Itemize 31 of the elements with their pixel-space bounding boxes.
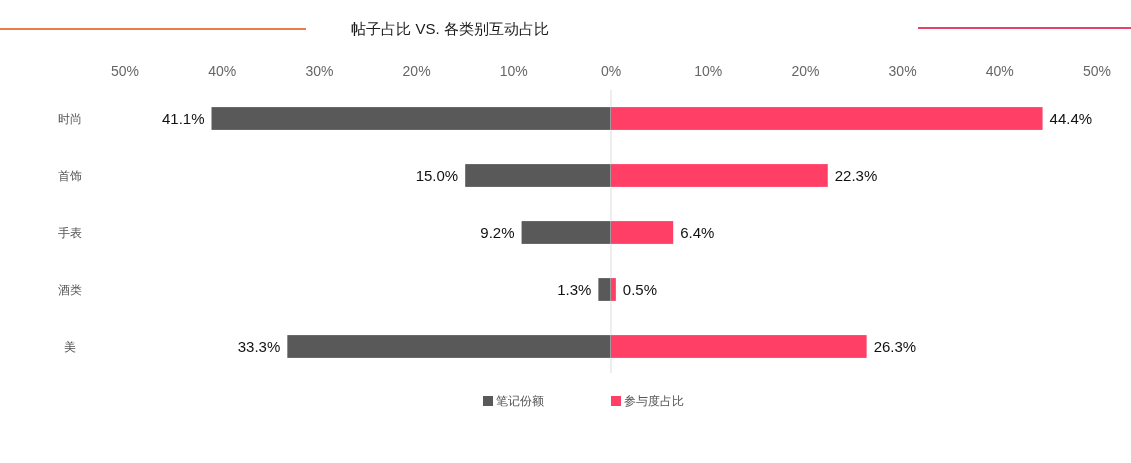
x-tick-label: 30% bbox=[305, 63, 334, 79]
data-label: 22.3% bbox=[834, 167, 878, 184]
y-tick-label: 首饰 bbox=[58, 168, 82, 183]
legend-label: 笔记份额 bbox=[496, 394, 544, 408]
x-tick-label: 30% bbox=[888, 63, 917, 79]
data-label: 15.0% bbox=[415, 167, 459, 184]
x-tick-label: 50% bbox=[1082, 63, 1112, 79]
x-tick-label: 40% bbox=[985, 63, 1014, 79]
data-label: 33.3% bbox=[237, 338, 281, 355]
data-label: 41.1% bbox=[161, 110, 205, 127]
data-label: 44.4% bbox=[1049, 110, 1093, 127]
legend-item: 笔记份额 bbox=[483, 394, 544, 408]
data-label: 6.4% bbox=[680, 224, 715, 241]
x-tick-label: 10% bbox=[499, 63, 528, 79]
data-label: 0.5% bbox=[622, 281, 658, 298]
legend-item: 参与度占比 bbox=[611, 394, 684, 408]
x-tick-label: 20% bbox=[791, 63, 820, 79]
x-tick-label: 0% bbox=[600, 63, 622, 79]
y-tick-label: 手表 bbox=[58, 225, 82, 240]
x-tick-label: 20% bbox=[402, 63, 431, 79]
y-tick-label: 时尚 bbox=[58, 111, 82, 126]
x-tick-label: 50% bbox=[110, 63, 140, 79]
y-tick-label: 酒类 bbox=[58, 282, 82, 297]
x-tick-label: 40% bbox=[208, 63, 237, 79]
y-tick-label: 美 bbox=[64, 339, 76, 354]
legend-label: 参与度占比 bbox=[624, 394, 684, 408]
data-label: 9.2% bbox=[480, 224, 515, 241]
chart-title: 帖子占比 VS. 各类别互动占比 bbox=[351, 20, 549, 37]
data-label: 1.3% bbox=[557, 281, 592, 298]
data-label: 26.3% bbox=[873, 338, 917, 355]
x-tick-label: 10% bbox=[694, 63, 723, 79]
